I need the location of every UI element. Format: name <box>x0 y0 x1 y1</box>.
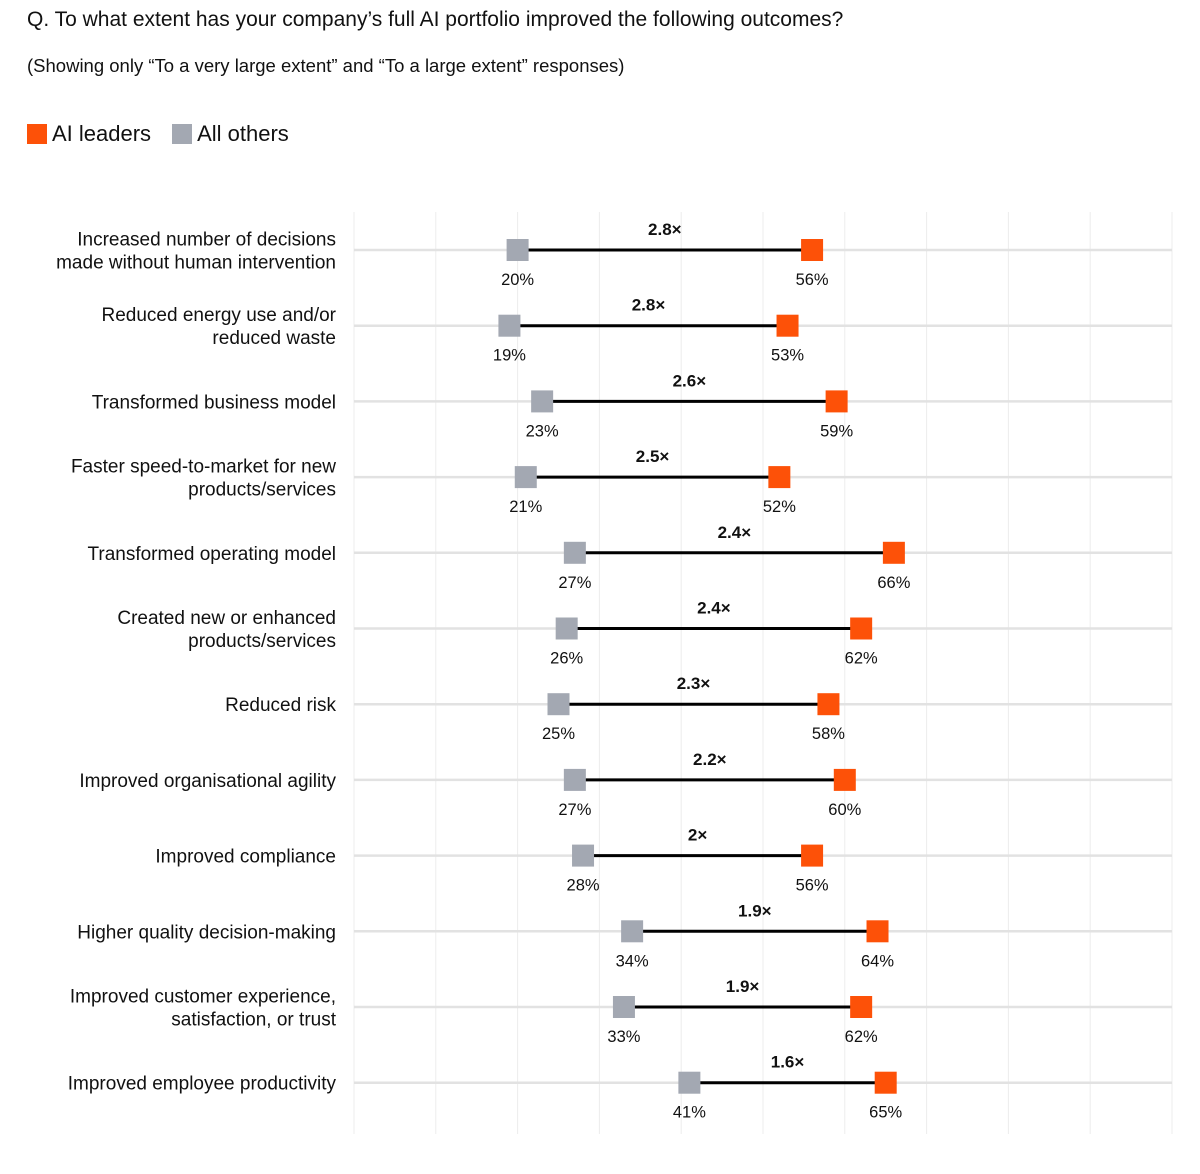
category-label: Reduced energy use and/or reduced waste <box>102 305 337 349</box>
multiplier-label: 2.8× <box>648 220 682 239</box>
value-label-ai-leaders: 53% <box>771 347 804 365</box>
category-label-line: Higher quality decision-making <box>77 922 336 943</box>
point-ai-leaders <box>801 239 824 261</box>
multiplier-label: 2.4× <box>718 523 752 542</box>
point-all-others <box>572 844 595 867</box>
value-label-all-others: 20% <box>501 271 534 289</box>
value-label-ai-leaders: 62% <box>845 1028 878 1046</box>
value-label-ai-leaders: 62% <box>845 650 878 668</box>
category-label-line: Increased number of decisions <box>77 230 336 251</box>
legend: AI leaders All others <box>27 121 310 147</box>
category-label-line: Transformed operating model <box>87 544 336 565</box>
value-label-all-others: 28% <box>567 877 600 895</box>
category-label: Improved customer experience, satisfactio… <box>70 987 337 1031</box>
point-ai-leaders <box>825 390 848 413</box>
multiplier-label: 1.6× <box>771 1053 805 1072</box>
chart-title: Q. To what extent has your company’s ful… <box>27 8 844 31</box>
category-label: Transformed business model <box>92 392 336 413</box>
value-label-all-others: 26% <box>550 650 583 668</box>
multiplier-label: 1.9× <box>726 977 760 996</box>
category-label-line: Transformed business model <box>92 392 336 413</box>
value-label-ai-leaders: 56% <box>796 271 829 289</box>
category-label: Reduced risk <box>225 695 336 716</box>
value-label-all-others: 25% <box>542 725 575 743</box>
value-label-all-others: 27% <box>558 801 591 819</box>
category-label: Improved employee productivity <box>68 1074 337 1095</box>
point-ai-leaders <box>817 693 840 716</box>
category-label: Created new or enhanced products/services <box>117 608 336 652</box>
category-label-line: Reduced energy use and/or <box>102 305 337 326</box>
multiplier-label: 1.9× <box>738 901 772 920</box>
multiplier-label: 2.3× <box>677 674 711 693</box>
category-label-line: Reduced risk <box>225 695 336 716</box>
category-label-line: Improved employee productivity <box>68 1074 337 1095</box>
value-label-all-others: 41% <box>673 1104 706 1122</box>
point-ai-leaders <box>874 1071 897 1094</box>
category-label-line: reduced waste <box>212 328 336 349</box>
point-all-others <box>678 1071 701 1094</box>
value-label-ai-leaders: 65% <box>869 1104 902 1122</box>
category-label-line: products/services <box>188 480 336 501</box>
point-ai-leaders <box>850 617 873 640</box>
value-label-ai-leaders: 58% <box>812 725 845 743</box>
category-label-line: Improved organisational agility <box>79 771 336 792</box>
category-label: Higher quality decision-making <box>77 922 336 943</box>
legend-swatch-ai-leaders <box>27 124 47 144</box>
category-label: Faster speed-to-market for new products/s… <box>71 457 336 501</box>
point-all-others <box>514 466 537 489</box>
value-label-all-others: 19% <box>493 347 526 365</box>
category-label-line: Improved compliance <box>155 847 336 868</box>
legend-label: All others <box>197 121 289 146</box>
legend-swatch-all-others <box>172 124 193 144</box>
point-all-others <box>547 693 570 716</box>
value-label-ai-leaders: 60% <box>828 801 861 819</box>
value-label-ai-leaders: 66% <box>877 574 910 592</box>
point-ai-leaders <box>776 314 799 337</box>
value-label-all-others: 27% <box>558 574 591 592</box>
point-ai-leaders <box>850 996 873 1018</box>
point-all-others <box>563 768 586 791</box>
legend-item-ai-leaders: AI leaders <box>27 121 151 147</box>
multiplier-label: 2.2× <box>693 750 727 769</box>
value-label-ai-leaders: 59% <box>820 422 853 440</box>
value-label-all-others: 33% <box>607 1028 640 1046</box>
category-label: Increased number of decisions made withou… <box>56 230 336 274</box>
category-label: Improved compliance <box>155 847 336 868</box>
category-label-line: Faster speed-to-market for new <box>71 457 336 478</box>
chart-subtitle: (Showing only “To a very large extent” a… <box>27 55 625 76</box>
point-all-others <box>555 617 578 640</box>
value-label-all-others: 23% <box>526 422 559 440</box>
multiplier-label: 2.4× <box>697 599 731 618</box>
point-ai-leaders <box>801 844 824 867</box>
value-label-all-others: 21% <box>509 498 542 516</box>
multiplier-label: 2.6× <box>673 371 707 390</box>
point-all-others <box>498 314 521 337</box>
category-label-line: satisfaction, or trust <box>171 1010 336 1031</box>
category-label: Improved organisational agility <box>79 771 336 792</box>
point-ai-leaders <box>866 920 889 943</box>
multiplier-label: 2.8× <box>632 296 666 315</box>
point-all-others <box>612 996 635 1018</box>
point-all-others <box>506 239 529 261</box>
multiplier-label: 2× <box>688 826 707 845</box>
multiplier-label: 2.5× <box>636 447 670 466</box>
value-label-ai-leaders: 64% <box>861 952 894 970</box>
point-ai-leaders <box>882 541 905 564</box>
value-label-ai-leaders: 52% <box>763 498 796 516</box>
category-label-line: Created new or enhanced <box>117 608 336 629</box>
point-all-others <box>563 541 586 564</box>
category-label-line: Improved customer experience, <box>70 987 336 1008</box>
category-label-line: made without human intervention <box>56 253 336 274</box>
point-all-others <box>531 390 554 413</box>
point-ai-leaders <box>833 768 856 791</box>
category-label-line: products/services <box>188 631 336 652</box>
value-label-ai-leaders: 56% <box>796 877 829 895</box>
legend-item-all-others: All others <box>172 121 289 147</box>
point-ai-leaders <box>768 466 791 489</box>
legend-label: AI leaders <box>52 121 152 146</box>
value-label-all-others: 34% <box>616 952 649 970</box>
point-all-others <box>621 920 644 943</box>
category-label: Transformed operating model <box>87 544 336 565</box>
